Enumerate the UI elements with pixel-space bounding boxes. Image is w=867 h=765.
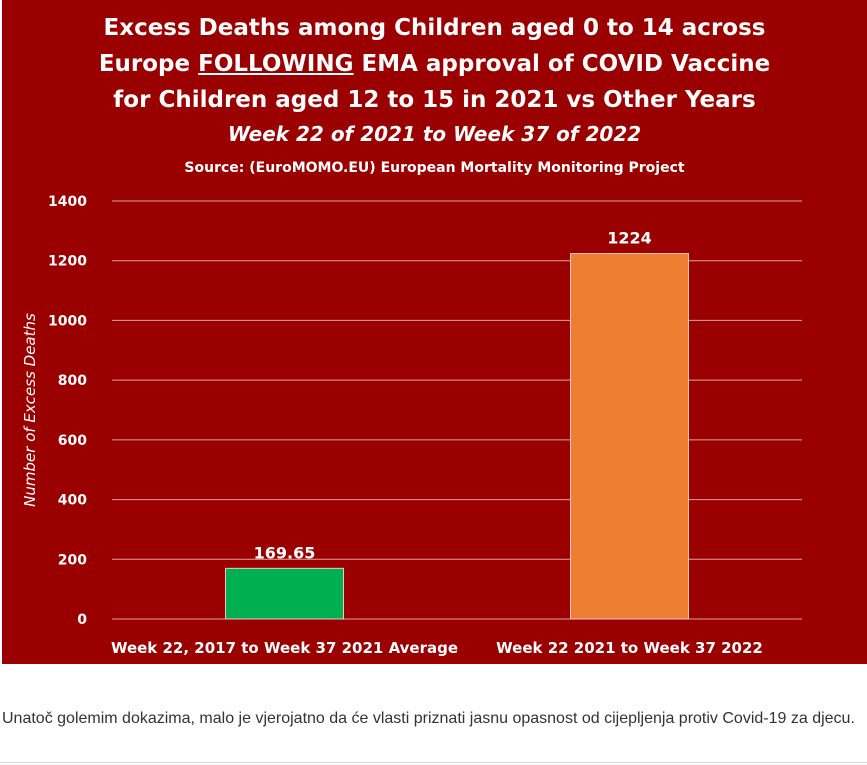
- y-tick-label: 0: [77, 612, 87, 628]
- x-category-label: Week 22, 2017 to Week 37 2021 Average: [111, 639, 458, 657]
- x-category-label: Week 22 2021 to Week 37 2022: [496, 639, 763, 657]
- bar: [570, 253, 689, 620]
- title-segment: for Children aged 12 to 15 in 2021 vs Ot…: [113, 87, 756, 113]
- data-label: 169.65: [254, 543, 316, 562]
- bar: [225, 567, 344, 620]
- title-segment: Europe: [98, 51, 199, 77]
- y-tick-label: 400: [58, 493, 87, 509]
- data-label: 1224: [607, 229, 652, 248]
- y-tick-label: 600: [58, 433, 87, 449]
- title-segment: EMA approval of COVID Vaccine: [353, 51, 771, 77]
- title-emphasis: FOLLOWING: [198, 51, 354, 77]
- y-tick-label: 800: [58, 373, 87, 389]
- chart-panel: Excess Deaths among Children aged 0 to 1…: [2, 0, 867, 664]
- y-tick-label: 1200: [48, 254, 87, 270]
- bar-chart: 0 200 400 600 800 1000 1200 1400 Number of Exces…: [21, 194, 802, 657]
- chart-title: Excess Deaths among Children aged 0 to 1…: [2, 10, 867, 118]
- article-caption: Unatoč golemim dokazima, malo je vjeroja…: [2, 710, 855, 727]
- y-tick-label: 1000: [48, 313, 87, 329]
- y-axis-title: Number of Excess Deaths: [21, 313, 39, 507]
- title-segment: Excess Deaths among Children aged 0 to 1…: [103, 15, 766, 41]
- y-tick-label: 200: [58, 552, 87, 568]
- chart-subtitle: Week 22 of 2021 to Week 37 of 2022: [227, 122, 642, 146]
- chart-source: Source: (EuroMOMO.EU) European Mortality…: [184, 160, 685, 176]
- y-tick-label: 1400: [48, 194, 87, 210]
- divider: [0, 762, 867, 763]
